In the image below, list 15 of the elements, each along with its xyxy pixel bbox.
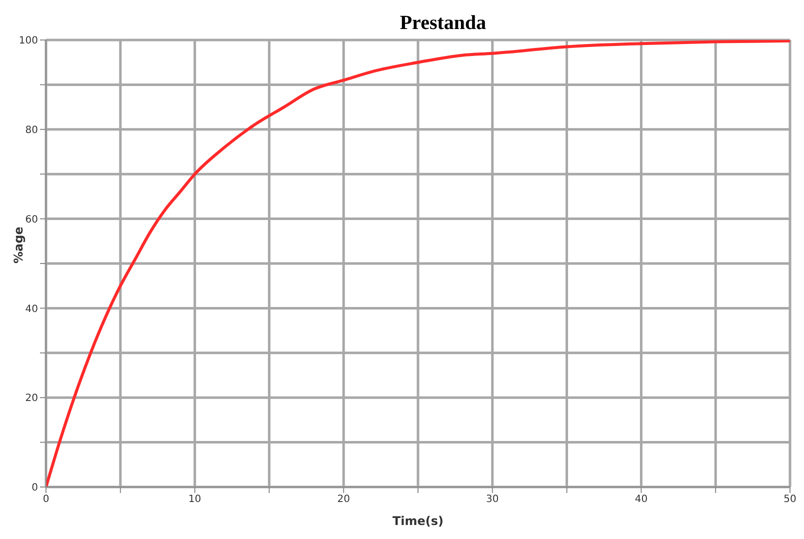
x-tick-label: 10 bbox=[188, 494, 202, 506]
y-tick-label: 100 bbox=[18, 36, 38, 47]
x-tick-label: 40 bbox=[634, 494, 648, 506]
x-tick-label: 30 bbox=[486, 494, 499, 506]
y-tick-label: 20 bbox=[25, 393, 38, 404]
y-tick-label: 80 bbox=[25, 124, 38, 136]
x-tick-label: 20 bbox=[337, 494, 350, 506]
x-axis-title: Time(s) bbox=[392, 514, 444, 528]
x-tick-label: 0 bbox=[42, 494, 50, 506]
chart-title: Prestanda bbox=[398, 12, 488, 35]
y-tick-label: 0 bbox=[32, 482, 38, 494]
y-axis-title: %age bbox=[11, 226, 26, 264]
y-tick-label: 60 bbox=[25, 214, 38, 226]
x-tick-label: 50 bbox=[784, 494, 796, 506]
y-tick-label: 40 bbox=[25, 304, 38, 315]
